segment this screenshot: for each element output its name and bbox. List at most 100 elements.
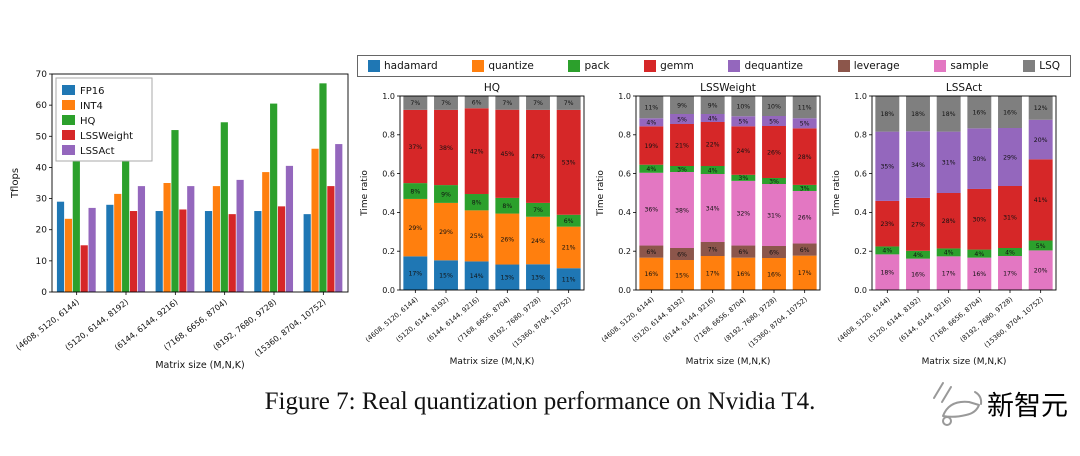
legend-label: FP16 [80, 86, 105, 97]
segment-label: 31% [1003, 214, 1017, 221]
segment-pack [998, 248, 1022, 256]
segment-lsq [936, 96, 961, 132]
segment-label: 17% [798, 270, 812, 277]
chart-canvas: HQ 0.0 0.2 0.4 0.6 0.8 1.0 17% 29% 8% 37% 7% (4608, … [360, 82, 585, 367]
bar-lssact [335, 144, 343, 292]
segment-label: 24% [736, 148, 750, 155]
segment-label: 14% [470, 273, 484, 280]
segment-pack [967, 249, 992, 258]
y-tick-label: 1.0 [618, 92, 631, 101]
segment-label: 28% [798, 154, 812, 161]
segment-label: 4% [1005, 249, 1015, 256]
segment-leverage [670, 248, 694, 260]
legend-swatch [644, 60, 657, 72]
segment-dequantize [762, 116, 786, 126]
legend-item-leverage: leverage [837, 60, 900, 72]
y-tick-label: 0.6 [854, 169, 867, 178]
xinzhiyuan-logo-icon [933, 382, 983, 426]
y-tick-label: 0 [41, 288, 47, 298]
legend-swatch [62, 115, 75, 125]
segment-sample [998, 256, 1022, 290]
x-axis-label: Matrix size (M,N,K) [450, 357, 535, 367]
segment-quantize [464, 210, 489, 262]
x-tick-label: (8192, 7680, 9728) [487, 295, 543, 344]
segment-pack [403, 183, 428, 199]
segment-label: 17% [942, 270, 956, 277]
segment-pack [1028, 240, 1053, 251]
segment-gemm [906, 197, 930, 251]
tflops-grouped-bar-chart: 0 10 20 30 40 50 60 70 (4608, 5120, 6144) (5120, … [6, 50, 354, 380]
segment-pack [762, 178, 786, 184]
segment-label: 42% [470, 148, 484, 155]
x-tick-label: (6144, 6144, 9216) [661, 295, 717, 344]
legend-label: pack [584, 60, 610, 72]
x-tick-label: (15360, 8704, 10752) [747, 295, 809, 349]
x-axis-label: Matrix size (M,N,K) [686, 357, 771, 367]
legend-swatch [837, 60, 850, 72]
x-axis-label: Matrix size (M,N,K) [155, 360, 244, 371]
y-tick-label: 0.4 [618, 208, 631, 217]
legend-label: HQ [80, 116, 96, 127]
segment-label: 9% [677, 102, 687, 109]
legend-item-sample: sample [934, 60, 989, 72]
bar-lssweight [179, 209, 187, 292]
segment-label: 18% [880, 111, 894, 118]
segment-quantize [403, 198, 428, 257]
segment-label: 10% [736, 103, 750, 110]
plot-frame [635, 95, 821, 291]
bar-lssweight [80, 245, 88, 292]
y-axis-label: Time ratio [596, 170, 606, 217]
hq-stacked-bar-chart: HQ 0.0 0.2 0.4 0.6 0.8 1.0 17% 29% 8% 37% 7% (4608, … [356, 80, 594, 380]
segment-label: 22% [706, 141, 720, 148]
chart-title: LSSAct [946, 82, 982, 94]
y-tick-label: 1.0 [854, 92, 867, 101]
legend-swatch [62, 145, 75, 155]
segment-label: 21% [675, 142, 689, 149]
plot-frame [51, 73, 349, 293]
x-tick-label: (5120, 6144, 8192) [631, 295, 687, 344]
bar-fp16 [204, 211, 213, 292]
y-tick-label: 0.6 [618, 169, 631, 178]
figure-caption: Figure 7: Real quantization performance … [264, 388, 816, 415]
segment-label: 7% [441, 100, 451, 107]
segment-label: 4% [646, 166, 656, 173]
x-tick-label: (4608, 5120, 6144) [836, 295, 892, 344]
segment-label: 6% [472, 99, 482, 106]
segment-label: 7% [564, 100, 574, 107]
segment-dequantize [967, 128, 992, 189]
y-tick-label: 0.4 [854, 208, 867, 217]
y-tick-label: 70 [36, 70, 48, 80]
segment-label: 13% [531, 274, 545, 281]
y-tick-label: 60 [36, 101, 48, 111]
legend-label: hadamard [384, 60, 438, 72]
lssact-stacked-bar-chart: LSSAct 0.0 0.2 0.4 0.6 0.8 1.0 18% 4% 23% 35% 18% (4… [828, 80, 1066, 380]
segment-label: 15% [439, 272, 453, 279]
segment-label: 16% [972, 109, 986, 116]
segment-gemm [434, 109, 458, 186]
segment-leverage [700, 242, 725, 256]
segment-pack [556, 214, 581, 227]
stacked-charts-legend: hadamard quantize pack gemm dequantize levera… [357, 55, 1071, 77]
segment-sample [670, 172, 694, 248]
legend-swatch [728, 60, 741, 72]
segment-quantize [495, 213, 520, 265]
legend-item-dequantize: dequantize [728, 60, 803, 72]
x-tick-label: (4608, 5120, 6144) [600, 295, 656, 344]
segment-sample [967, 257, 992, 290]
segment-lsq [464, 96, 489, 109]
bar-fp16 [155, 211, 163, 292]
segment-lsq [731, 96, 756, 117]
segment-label: 36% [644, 206, 658, 213]
segment-gemm [556, 109, 581, 215]
segment-label: 8% [410, 188, 420, 195]
segment-quantize [731, 257, 756, 290]
segment-gemm [731, 126, 756, 175]
legend-label: gemm [660, 60, 694, 72]
y-tick-label: 0.8 [618, 131, 631, 140]
segment-label: 34% [911, 162, 925, 169]
segment-label: 26% [500, 236, 514, 243]
segment-gemm [464, 108, 489, 195]
segment-pack [906, 250, 930, 259]
segment-label: 30% [972, 217, 986, 224]
segment-label: 5% [800, 121, 810, 128]
